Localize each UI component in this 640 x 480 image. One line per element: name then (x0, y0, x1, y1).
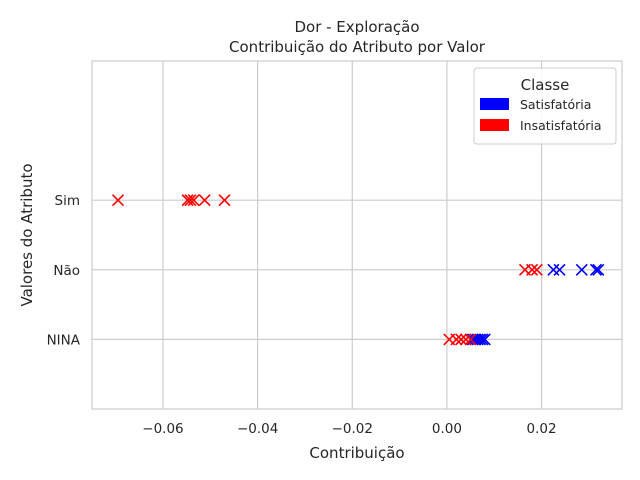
x-tick-label: 0.02 (527, 421, 557, 437)
legend-swatch-satisfatoria (480, 98, 509, 110)
data-point (530, 263, 543, 276)
data-point (476, 333, 489, 346)
data-point (450, 333, 463, 346)
chart-title: Dor - Exploração (294, 18, 419, 36)
data-point (187, 194, 200, 207)
data-point (478, 333, 491, 346)
data-point (459, 333, 472, 346)
data-point (575, 263, 588, 276)
chart-subtitle: Contribuição do Atributo por Valor (229, 38, 486, 56)
data-point (198, 194, 211, 207)
legend-label-satisfatoria: Satisfatória (520, 97, 591, 112)
y-axis-label: Valores do Atributo (18, 163, 36, 306)
data-point (184, 194, 197, 207)
data-point (181, 194, 194, 207)
x-tick-label: 0.00 (432, 421, 462, 437)
y-tick-label: NINA (47, 332, 81, 348)
x-tick-label: −0.04 (237, 421, 278, 437)
data-points (111, 194, 605, 346)
data-point (473, 333, 487, 346)
data-point (589, 263, 603, 276)
x-tick-labels: −0.06 −0.04 −0.02 0.00 0.02 (142, 421, 556, 437)
data-point (455, 333, 468, 346)
x-tick-label: −0.06 (142, 421, 183, 437)
legend: Classe Satisfatória Insatisfatória (473, 67, 617, 145)
data-point (547, 263, 560, 276)
data-point (526, 263, 539, 276)
data-point (111, 194, 125, 207)
legend-swatch-insatisfatoria (480, 119, 509, 131)
data-point (218, 194, 231, 207)
plot-frame (91, 60, 623, 410)
legend-box (473, 67, 617, 145)
data-point (553, 263, 566, 276)
x-axis-label: Contribuição (309, 444, 404, 462)
x-tick-label: −0.02 (332, 421, 373, 437)
y-tick-label: Não (53, 263, 80, 279)
data-point (592, 263, 605, 276)
legend-label-insatisfatoria: Insatisfatória (520, 118, 602, 133)
y-tick-labels: NINA Não Sim (47, 193, 81, 348)
data-point (464, 333, 477, 346)
y-tick-label: Sim (55, 193, 80, 209)
legend-title: Classe (521, 76, 570, 94)
